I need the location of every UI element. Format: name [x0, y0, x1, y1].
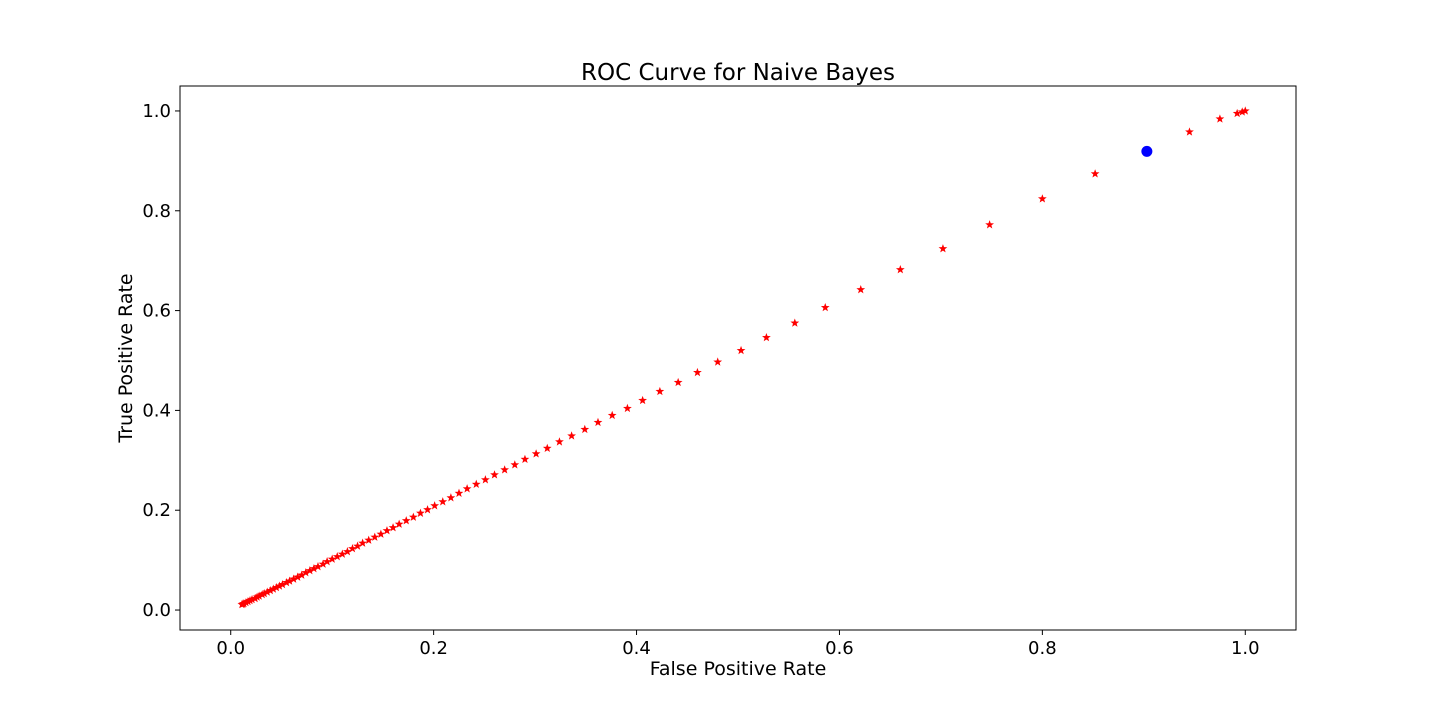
roc-point — [736, 345, 746, 355]
roc-point — [856, 285, 866, 294]
roc-point — [318, 559, 328, 568]
roc-point — [305, 566, 315, 575]
x-tick-label: 0.8 — [1028, 638, 1057, 659]
roc-point — [985, 220, 994, 229]
roc-point — [673, 377, 683, 387]
roc-point — [438, 497, 448, 506]
roc-point — [382, 526, 392, 535]
roc-point — [446, 493, 456, 502]
roc-point — [490, 470, 499, 479]
roc-point — [252, 592, 262, 601]
roc-point — [237, 599, 247, 609]
roc-point — [423, 505, 432, 514]
y-tick-label: 0.6 — [142, 301, 171, 322]
roc-point — [265, 585, 275, 595]
roc-point — [388, 523, 398, 532]
roc-point — [555, 437, 564, 446]
roc-point — [343, 547, 352, 556]
roc-point — [607, 410, 617, 420]
roc-point — [471, 479, 481, 488]
roc-point — [593, 417, 603, 427]
roc-point — [567, 431, 576, 440]
roc-point — [282, 577, 291, 587]
roc-point — [278, 579, 287, 589]
roc-point — [348, 544, 357, 553]
roc-point — [327, 554, 337, 563]
roc-point — [416, 508, 425, 517]
roc-point — [762, 332, 771, 342]
roc-point — [272, 582, 281, 592]
roc-point — [895, 265, 905, 274]
y-tick-label: 0.8 — [142, 201, 171, 222]
roc-point — [1215, 114, 1225, 123]
roc-point — [408, 512, 418, 521]
roc-point — [580, 424, 590, 434]
roc-point — [1185, 127, 1194, 136]
roc-point — [623, 403, 632, 413]
roc-point — [322, 557, 332, 566]
roc-points-series — [237, 106, 1250, 609]
roc-point — [1232, 108, 1242, 118]
y-tick-label: 0.0 — [142, 600, 171, 621]
y-tick-label: 0.2 — [142, 500, 171, 521]
roc-point — [510, 460, 520, 469]
scatter-marks — [237, 106, 1250, 609]
roc-point — [376, 529, 386, 538]
roc-point — [293, 572, 303, 581]
roc-point — [353, 541, 362, 550]
roc-point — [790, 318, 800, 327]
x-tick-label: 1.0 — [1231, 638, 1260, 659]
roc-point — [1237, 107, 1247, 116]
roc-point — [301, 568, 311, 577]
roc-point — [638, 395, 648, 405]
x-axis: 0.0 0.2 0.4 0.6 0.8 1.0 — [216, 630, 1260, 659]
plot-area-frame — [179, 85, 1297, 631]
roc-point — [370, 532, 380, 541]
y-axis-label: True Positive Rate — [115, 273, 137, 443]
roc-point — [285, 576, 294, 585]
x-tick-label: 0.0 — [216, 638, 245, 659]
selected-threshold-series — [1141, 145, 1153, 157]
roc-point — [297, 570, 307, 579]
roc-point — [401, 516, 411, 525]
roc-point — [1037, 194, 1047, 203]
x-tick-label: 0.6 — [825, 638, 854, 659]
roc-point — [364, 535, 374, 544]
roc-point — [481, 475, 490, 484]
roc-point — [1090, 169, 1100, 178]
x-tick-label: 0.2 — [419, 638, 448, 659]
y-tick-label: 1.0 — [142, 101, 171, 122]
roc-point — [262, 587, 272, 596]
x-axis-label: False Positive Rate — [650, 658, 827, 680]
roc-point — [257, 589, 267, 599]
roc-point — [394, 519, 404, 528]
roc-point — [655, 386, 665, 396]
roc-point — [309, 564, 319, 573]
roc-point — [693, 367, 702, 377]
x-tick-label: 0.4 — [622, 638, 651, 659]
roc-point — [289, 574, 298, 583]
roc-point — [820, 302, 830, 312]
roc-point — [313, 562, 323, 571]
roc-point — [275, 581, 284, 590]
roc-point — [454, 488, 464, 497]
roc-point — [332, 552, 342, 561]
roc-point — [938, 244, 948, 253]
roc-point — [462, 484, 472, 493]
y-tick-label: 0.4 — [142, 400, 171, 421]
roc-point — [430, 501, 440, 510]
chart-title: ROC Curve for Naive Bayes — [581, 60, 895, 86]
roc-point — [531, 449, 541, 458]
roc-point — [542, 443, 552, 453]
roc-point — [358, 538, 367, 547]
selected-point — [1141, 145, 1153, 157]
roc-point — [268, 584, 278, 593]
roc-point — [520, 454, 530, 464]
y-axis: 0.0 0.2 0.4 0.6 0.8 1.0 — [142, 101, 180, 621]
roc-point — [500, 465, 510, 474]
roc-point — [713, 357, 723, 366]
roc-point — [337, 549, 347, 558]
